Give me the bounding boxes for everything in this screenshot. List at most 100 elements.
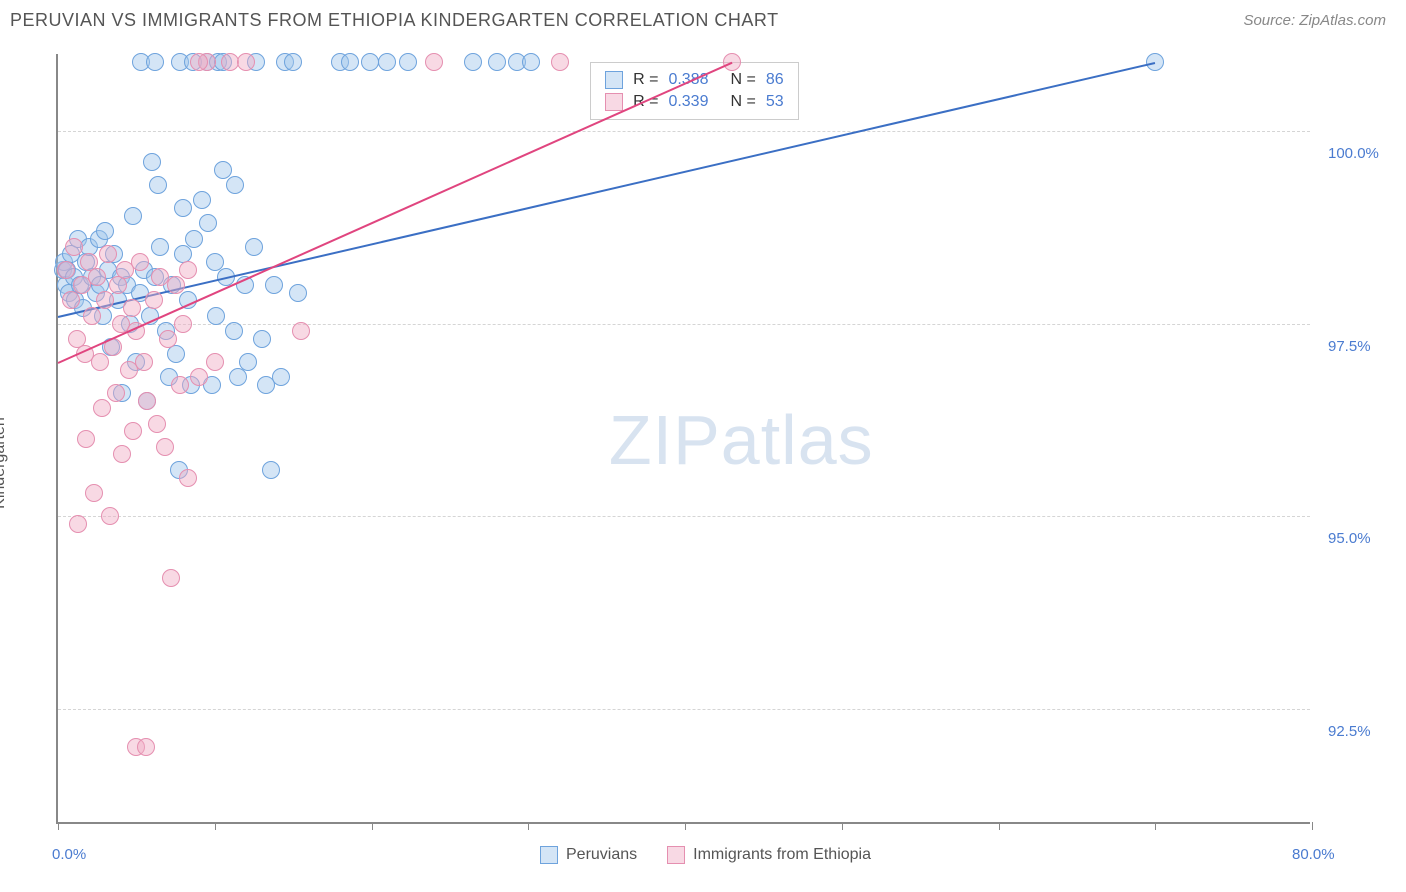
data-point [199, 214, 217, 232]
data-point [225, 322, 243, 340]
data-point [96, 291, 114, 309]
data-point [361, 53, 379, 71]
data-point [174, 315, 192, 333]
stat-n-value: 86 [766, 71, 784, 89]
data-point [226, 176, 244, 194]
x-tick [528, 822, 529, 830]
data-point [143, 153, 161, 171]
data-point [253, 330, 271, 348]
x-tick [685, 822, 686, 830]
data-point [207, 307, 225, 325]
data-point [137, 738, 155, 756]
data-point [292, 322, 310, 340]
y-tick-label: 92.5% [1328, 723, 1371, 740]
x-tick [999, 822, 1000, 830]
data-point [272, 368, 290, 386]
data-point [148, 415, 166, 433]
data-point [77, 430, 95, 448]
data-point [723, 53, 741, 71]
legend-item: Immigrants from Ethiopia [667, 846, 871, 864]
x-tick [372, 822, 373, 830]
data-point [156, 438, 174, 456]
data-point [88, 268, 106, 286]
data-point [174, 199, 192, 217]
data-point [65, 238, 83, 256]
data-point [91, 353, 109, 371]
data-point [239, 353, 257, 371]
data-point [69, 515, 87, 533]
data-point [185, 230, 203, 248]
trend-line [58, 62, 733, 364]
data-point [551, 53, 569, 71]
data-point [83, 307, 101, 325]
data-point [146, 53, 164, 71]
series-swatch [605, 93, 623, 111]
data-point [167, 276, 185, 294]
y-tick-label: 97.5% [1328, 338, 1371, 355]
data-point [167, 345, 185, 363]
data-point [107, 384, 125, 402]
chart-title: PERUVIAN VS IMMIGRANTS FROM ETHIOPIA KIN… [10, 10, 779, 31]
data-point [399, 53, 417, 71]
data-point [190, 368, 208, 386]
data-point [262, 461, 280, 479]
data-point [145, 291, 163, 309]
data-point [522, 53, 540, 71]
legend-item: Peruvians [540, 846, 637, 864]
data-point [284, 53, 302, 71]
data-point [171, 376, 189, 394]
data-point [237, 53, 255, 71]
gridline [58, 131, 1310, 132]
data-point [229, 368, 247, 386]
y-tick-label: 95.0% [1328, 530, 1371, 547]
data-point [149, 176, 167, 194]
data-point [93, 399, 111, 417]
data-point [1146, 53, 1164, 71]
stat-r-value: 0.339 [668, 93, 708, 111]
stat-n-value: 53 [766, 93, 784, 111]
data-point [57, 261, 75, 279]
data-point [159, 330, 177, 348]
watermark: ZIPatlas [609, 400, 874, 480]
legend-label: Immigrants from Ethiopia [693, 846, 871, 864]
data-point [464, 53, 482, 71]
data-point [124, 207, 142, 225]
data-point [101, 507, 119, 525]
y-tick-label: 100.0% [1328, 145, 1379, 162]
data-point [488, 53, 506, 71]
gridline [58, 324, 1310, 325]
stats-row: R = 0.339N = 53 [605, 91, 784, 113]
data-point [378, 53, 396, 71]
legend: Peruvians Immigrants from Ethiopia [540, 846, 871, 864]
series-swatch [605, 71, 623, 89]
gridline [58, 516, 1310, 517]
plot-area: ZIPatlas R = 0.388N = 86R = 0.339N = 53 … [56, 54, 1310, 824]
data-point [245, 238, 263, 256]
data-point [96, 222, 114, 240]
data-point [109, 276, 127, 294]
data-point [124, 422, 142, 440]
x-tick [58, 822, 59, 830]
data-point [162, 569, 180, 587]
data-point [179, 261, 197, 279]
stat-n-label: N = [730, 71, 755, 89]
data-point [131, 253, 149, 271]
data-point [85, 484, 103, 502]
data-point [289, 284, 307, 302]
legend-label: Peruvians [566, 846, 637, 864]
x-tick-label: 80.0% [1292, 846, 1335, 863]
data-point [151, 238, 169, 256]
source-attribution: Source: ZipAtlas.com [1243, 12, 1386, 29]
data-point [62, 291, 80, 309]
data-point [425, 53, 443, 71]
legend-swatch [667, 846, 685, 864]
legend-swatch [540, 846, 558, 864]
data-point [123, 299, 141, 317]
stat-n-label: N = [730, 93, 755, 111]
data-point [138, 392, 156, 410]
data-point [113, 445, 131, 463]
data-point [193, 191, 211, 209]
gridline [58, 709, 1310, 710]
data-point [206, 353, 224, 371]
data-point [265, 276, 283, 294]
